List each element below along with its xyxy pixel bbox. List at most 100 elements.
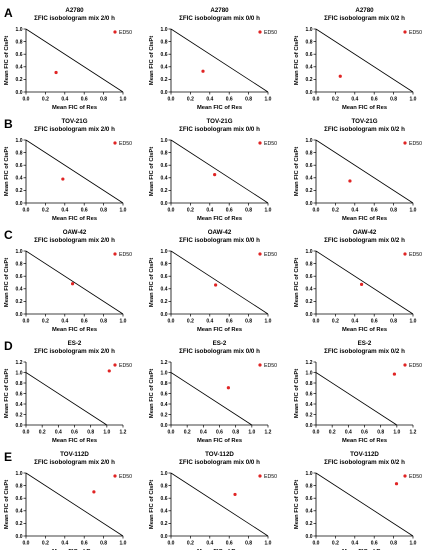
y-tick-label: 0.4 xyxy=(16,287,23,293)
chart-title: ES-2 xyxy=(358,340,372,347)
legend-label: ED50 xyxy=(119,363,132,369)
x-tick-label: 0.6 xyxy=(81,208,88,214)
x-axis-label: Mean FIC of Res xyxy=(52,438,97,444)
legend-marker xyxy=(113,252,117,256)
chart-subtitle: ΣFIC isobologram mix 0/2 h xyxy=(324,126,405,133)
y-tick-label: 0.2 xyxy=(161,188,168,194)
x-tick-label: 0.0 xyxy=(23,208,30,214)
chart-subtitle: ΣFIC isobologram mix 0/0 h xyxy=(179,126,260,133)
y-tick-label: 0.4 xyxy=(161,176,168,182)
y-tick-label: 1.0 xyxy=(16,27,23,33)
chart-title: TOV-21G xyxy=(61,118,87,125)
legend-marker xyxy=(258,141,262,145)
legend-marker xyxy=(403,30,407,34)
y-tick-label: 0.2 xyxy=(161,521,168,527)
y-tick-label: 0.6 xyxy=(306,496,313,502)
x-tick-label: 0.8 xyxy=(245,541,252,547)
x-tick-label: 0.0 xyxy=(313,208,320,214)
y-tick-label: 0.4 xyxy=(161,509,168,515)
y-tick-label: 1.0 xyxy=(306,370,313,376)
chart-title: OAW-42 xyxy=(63,229,87,236)
y-tick-label: 0.8 xyxy=(306,381,313,387)
x-tick-label: 0.0 xyxy=(23,430,30,436)
y-tick-label: 0.6 xyxy=(306,274,313,280)
y-tick-label: 1.0 xyxy=(16,138,23,144)
y-tick-label: 0.4 xyxy=(16,509,23,515)
legend-marker xyxy=(258,252,262,256)
x-tick-label: 0.4 xyxy=(206,208,213,214)
y-axis-label: Mean FIC of CisPt xyxy=(4,147,10,196)
y-tick-label: 0.2 xyxy=(306,188,313,194)
legend-marker xyxy=(403,141,407,145)
y-tick-label: 0.8 xyxy=(306,150,313,156)
y-tick-label: 0.0 xyxy=(16,90,23,96)
y-tick-label: 0.6 xyxy=(306,391,313,397)
additivity-line xyxy=(315,139,414,204)
x-tick-label: 0.6 xyxy=(226,97,233,103)
y-axis-label: Mean FIC of CisPt xyxy=(149,36,155,85)
panel-letter-E: E xyxy=(4,450,12,464)
x-tick-label: 0.2 xyxy=(42,541,49,547)
ed50-point xyxy=(338,74,342,78)
y-tick-label: 0.4 xyxy=(306,509,313,515)
y-tick-label: 0.8 xyxy=(161,261,168,267)
x-axis-label: Mean FIC of Res xyxy=(52,105,97,111)
panel-letter-A: A xyxy=(4,6,13,20)
y-tick-label: 0.2 xyxy=(306,77,313,83)
x-tick-label: 0.0 xyxy=(313,319,320,325)
x-tick-label: 0.6 xyxy=(81,97,88,103)
ed50-point xyxy=(54,70,58,75)
x-tick-label: 0.8 xyxy=(245,97,252,103)
x-tick-label: 0.8 xyxy=(390,97,397,103)
legend-label: ED50 xyxy=(264,141,277,147)
y-tick-label: 0.4 xyxy=(306,176,313,182)
y-tick-label: 0.4 xyxy=(306,287,313,293)
x-tick-label: 0.0 xyxy=(168,430,175,436)
legend-marker xyxy=(403,474,407,478)
y-tick-label: 0.0 xyxy=(16,201,23,207)
y-tick-label: 0.8 xyxy=(161,39,168,45)
chart-subtitle: ΣFIC isobologram mix 0/0 h xyxy=(179,459,260,466)
y-tick-label: 1.0 xyxy=(306,249,313,255)
y-tick-label: 0.0 xyxy=(306,201,313,207)
ed50-point xyxy=(233,492,237,497)
x-axis-label: Mean FIC of Res xyxy=(342,438,387,444)
x-tick-label: 0.8 xyxy=(377,430,384,436)
x-tick-label: 1.0 xyxy=(265,208,272,214)
y-tick-label: 1.0 xyxy=(16,249,23,255)
x-tick-label: 0.8 xyxy=(245,208,252,214)
legend-marker xyxy=(113,363,117,367)
legend-label: ED50 xyxy=(409,363,422,369)
x-axis-label: Mean FIC of Res xyxy=(197,105,242,111)
x-tick-label: 0.8 xyxy=(87,430,94,436)
legend-marker xyxy=(258,30,262,34)
y-tick-label: 0.4 xyxy=(16,402,23,408)
y-tick-label: 0.2 xyxy=(306,412,313,418)
y-tick-label: 1.0 xyxy=(161,370,168,376)
chart-subtitle: ΣFIC isobologram mix 0/0 h xyxy=(179,237,260,244)
x-axis-label: Mean FIC of Res xyxy=(197,327,242,333)
y-tick-label: 0.6 xyxy=(16,274,23,280)
chart-title: TOV-21G xyxy=(351,118,377,125)
y-tick-label: 0.0 xyxy=(16,423,23,429)
chart-title: TOV-112D xyxy=(205,451,234,458)
x-tick-label: 0.4 xyxy=(351,97,358,103)
y-axis-label: Mean FIC of CisPt xyxy=(294,36,300,85)
y-tick-label: 0.6 xyxy=(161,391,168,397)
y-tick-label: 0.8 xyxy=(161,483,168,489)
x-tick-label: 1.0 xyxy=(103,430,110,436)
x-tick-label: 1.0 xyxy=(248,430,255,436)
legend-marker xyxy=(403,363,407,367)
chart-title: TOV-112D xyxy=(350,451,379,458)
y-tick-label: 0.2 xyxy=(16,77,23,83)
y-axis-label: Mean FIC of CisPt xyxy=(4,480,10,529)
x-tick-label: 1.0 xyxy=(120,97,127,103)
y-tick-label: 0.6 xyxy=(306,163,313,169)
x-tick-label: 0.8 xyxy=(100,319,107,325)
y-tick-label: 1.2 xyxy=(16,360,23,366)
x-tick-label: 0.4 xyxy=(345,430,352,436)
panel-letter-D: D xyxy=(4,339,13,353)
x-tick-label: 0.2 xyxy=(332,541,339,547)
x-tick-label: 0.8 xyxy=(390,541,397,547)
x-tick-label: 0.4 xyxy=(61,208,68,214)
